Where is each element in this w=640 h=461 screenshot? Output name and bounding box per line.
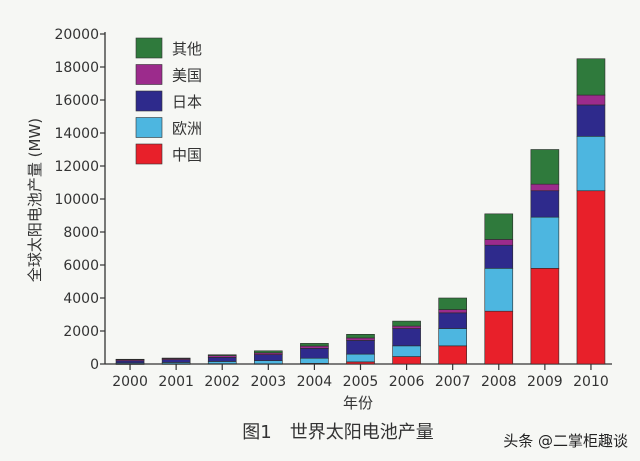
y-tick-label: 12000: [54, 159, 99, 175]
bar-segment: [576, 136, 606, 192]
bars: [115, 58, 606, 365]
bar-segment: [254, 360, 283, 365]
bar-segment: [300, 357, 329, 364]
bar-segment: [392, 328, 421, 347]
bar-segment: [346, 340, 375, 355]
y-tick-label: 6000: [63, 258, 99, 274]
bar-segment: [530, 149, 560, 185]
bar-segment: [161, 359, 191, 363]
y-tick-label: 10000: [54, 192, 99, 208]
legend-swatch: [135, 90, 163, 112]
y-tick-label: 4000: [63, 291, 99, 307]
bar-segment: [576, 58, 606, 96]
bar-segment: [392, 356, 421, 365]
bar-segment: [300, 345, 329, 349]
x-tick-label: 2010: [573, 374, 609, 390]
bar-segment: [530, 190, 560, 218]
bar-segment: [438, 312, 467, 329]
x-tick-label: 2000: [112, 374, 148, 390]
bar-segment: [438, 309, 467, 314]
axes: 0 2000 4000 6000 8000 10000 12000 14000 16000 180…: [54, 27, 612, 390]
figure-caption: 图1 世界太阳电池产量: [242, 422, 433, 443]
bar-segment: [207, 361, 237, 364]
bar-segment: [438, 297, 467, 310]
bar-segment: [392, 325, 421, 329]
bar-segment: [346, 361, 375, 365]
y-tick-label: 0: [90, 357, 99, 373]
bar-segment: [346, 337, 375, 341]
bar-segment: [576, 190, 606, 365]
legend-swatch: [135, 143, 163, 165]
bar-segment: [576, 94, 606, 106]
bar-segment: [254, 350, 283, 354]
legend-label: 中国: [172, 146, 202, 164]
legend-swatch: [135, 37, 163, 59]
bar-segment: [300, 343, 329, 347]
y-tick-label: 14000: [54, 126, 99, 142]
bar-segment: [115, 358, 145, 361]
x-tick-label: 2006: [389, 374, 425, 390]
bar-segment: [438, 345, 467, 365]
y-tick-label: 8000: [63, 225, 99, 241]
y-tick-label: 20000: [54, 27, 99, 43]
x-axis-label: 年份: [343, 394, 373, 412]
y-tick-label: 18000: [54, 60, 99, 76]
bar-segment: [254, 354, 283, 361]
x-tick-label: 2005: [343, 374, 379, 390]
bar-segment: [484, 213, 514, 240]
bar-segment: [392, 320, 421, 327]
legend-label: 欧洲: [172, 120, 202, 138]
y-tick-label: 16000: [54, 93, 99, 109]
bar-segment: [438, 328, 467, 347]
legend-label: 美国: [172, 67, 202, 85]
bar-segment: [346, 333, 375, 339]
legend-label: 其他: [172, 40, 202, 58]
bar-segment: [484, 244, 514, 269]
x-tick-label: 2001: [158, 374, 194, 390]
x-tick-label: 2009: [527, 374, 563, 390]
bar-segment: [484, 239, 514, 246]
bar-segment: [484, 267, 514, 312]
bar-segment: [207, 354, 237, 356]
legend-swatch: [135, 64, 163, 85]
bar-segment: [530, 183, 560, 192]
y-tick-label: 2000: [63, 324, 99, 340]
x-tick-label: 2004: [297, 374, 333, 390]
legend-swatch: [135, 117, 163, 138]
bar-segment: [300, 348, 329, 359]
watermark: 头条 @二掌柜趣谈: [503, 432, 628, 450]
bar-segment: [207, 357, 237, 362]
bar-segment: [530, 267, 560, 365]
bar-segment: [484, 310, 514, 365]
x-tick-label: 2007: [435, 374, 471, 390]
x-tick-label: 2003: [250, 374, 286, 390]
bar-segment: [530, 216, 560, 269]
bar-segment: [346, 353, 375, 363]
y-axis-label: 全球太阳电池产量 (MW): [26, 118, 44, 282]
bar-segment: [576, 104, 606, 137]
legend-label: 日本: [172, 93, 202, 111]
bar-segment: [161, 357, 191, 359]
bar-segment: [392, 345, 421, 357]
x-tick-label: 2002: [204, 374, 240, 390]
x-tick-label: 2008: [481, 374, 517, 390]
bar-segment: [115, 360, 145, 364]
